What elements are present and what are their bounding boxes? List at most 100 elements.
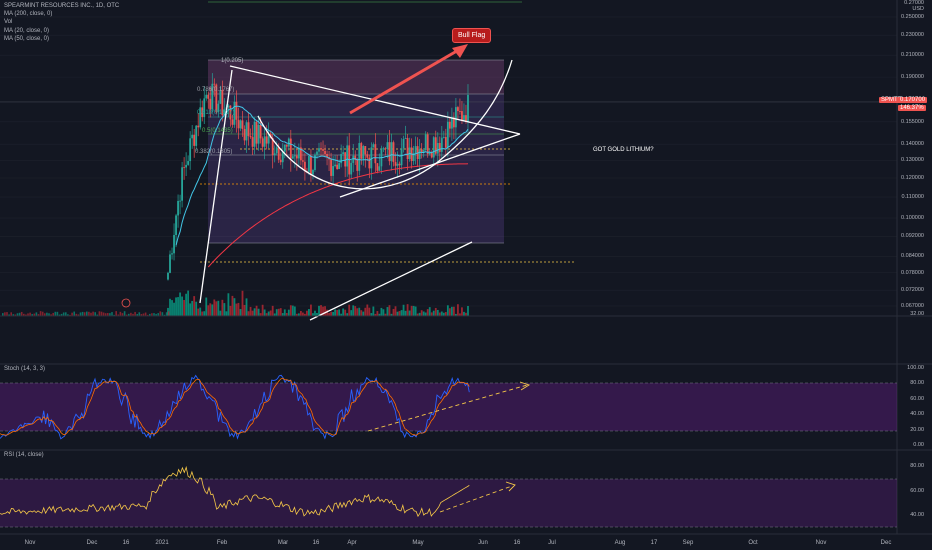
candle — [201, 107, 204, 118]
candle — [364, 146, 367, 155]
volume-bar — [213, 299, 216, 316]
price-tick: 0.155000 — [901, 118, 924, 125]
fib-label: 0.786(0.1767) — [197, 87, 235, 93]
volume-bar — [173, 302, 175, 316]
volume-bar — [67, 314, 69, 316]
volume-bar — [58, 314, 61, 316]
candle — [406, 138, 409, 160]
candle — [299, 147, 302, 161]
rsi-line — [0, 465, 470, 518]
legend-vol[interactable]: Vol — [4, 19, 13, 26]
volume-bar — [348, 304, 351, 316]
stoch-title[interactable]: Stoch (14, 3, 3) — [4, 366, 46, 372]
time-tick: Jun — [478, 540, 488, 546]
volume-bar — [171, 300, 173, 316]
volume-bar — [314, 310, 316, 316]
candle — [295, 155, 298, 159]
candle — [219, 90, 222, 104]
volume-bar — [410, 305, 413, 316]
volume-bar — [452, 306, 455, 316]
volume-bar — [376, 311, 379, 316]
volume-bar — [25, 314, 27, 316]
volume-bar — [408, 310, 411, 316]
volume-bar — [23, 313, 25, 316]
candle — [235, 101, 238, 120]
candle — [442, 137, 445, 138]
volume-bar — [243, 304, 246, 316]
volume-bar — [132, 313, 134, 316]
volume-bar — [422, 311, 425, 316]
rsi-tick: 80.00 — [910, 463, 924, 469]
note-text[interactable]: GOT GOLD LITHIUM? — [593, 147, 654, 153]
volume-bars — [2, 290, 469, 316]
candle — [255, 121, 258, 144]
volume-bar — [211, 304, 214, 316]
volume-bar — [41, 311, 44, 316]
volume-bar — [396, 311, 399, 316]
volume-bar — [295, 313, 298, 316]
candle — [243, 129, 246, 141]
candle — [438, 143, 441, 152]
volume-bar — [432, 310, 435, 316]
volume-bar — [463, 311, 465, 316]
volume-bar — [362, 311, 365, 316]
volume-bar — [291, 305, 294, 316]
volume-tick: 32.00 — [910, 311, 924, 317]
volume-bar — [442, 312, 445, 316]
volume-bar — [92, 311, 94, 316]
candle — [187, 161, 190, 165]
volume-bar — [62, 312, 65, 316]
volume-bar — [275, 309, 278, 316]
volume-bar — [237, 302, 240, 316]
price-tick: 0.250000 — [901, 13, 924, 20]
candle — [418, 149, 421, 160]
volume-bar — [219, 310, 222, 316]
price-tick: 0.130000 — [901, 157, 924, 164]
symbol-title[interactable]: SPEARMINT RESOURCES INC., 1D, OTC — [4, 3, 120, 9]
volume-bar — [155, 313, 157, 316]
volume-bar — [71, 312, 73, 316]
candle — [338, 163, 341, 170]
candle — [316, 151, 318, 155]
legend-ma200[interactable]: MA (200, close, 0) — [4, 11, 53, 18]
price-tick: 0.120000 — [901, 175, 924, 181]
candle — [467, 94, 469, 122]
candle — [205, 94, 208, 99]
candle — [267, 133, 270, 144]
volume-bar — [107, 313, 109, 316]
volume-bar — [239, 309, 242, 316]
volume-bar — [418, 312, 421, 316]
candle — [287, 138, 290, 147]
legend-ma50[interactable]: MA (50, close, 0) — [4, 35, 50, 42]
candle — [189, 138, 192, 162]
volume-bar — [96, 314, 99, 316]
volume-bar — [350, 310, 353, 316]
candle — [459, 111, 461, 112]
volume-bar — [169, 298, 171, 316]
bull-flag-callout[interactable]: Bull Flag — [452, 28, 492, 43]
candle — [207, 94, 210, 99]
rsi-title[interactable]: RSI (14, close) — [4, 452, 44, 458]
price-tick: 0.27000 — [904, 0, 924, 6]
change-tag: 146.37% — [898, 105, 926, 111]
volume-bar — [338, 309, 341, 316]
candle — [171, 253, 173, 255]
candle — [402, 138, 405, 149]
candle — [465, 115, 467, 122]
time-tick: 17 — [650, 540, 658, 546]
candle — [239, 120, 242, 129]
volume-bar — [113, 314, 115, 316]
volume-bar — [104, 313, 107, 316]
volume-bar — [159, 311, 162, 316]
volume-bar — [289, 305, 292, 316]
candle — [271, 137, 274, 156]
time-tick: 16 — [513, 540, 521, 546]
volume-bar — [310, 304, 312, 316]
volume-bar — [44, 313, 46, 316]
volume-bar — [440, 311, 443, 316]
candle — [414, 146, 417, 154]
volume-bar — [199, 307, 202, 316]
legend-ma20[interactable]: MA (20, close, 0) — [4, 27, 50, 34]
candle — [293, 155, 296, 157]
